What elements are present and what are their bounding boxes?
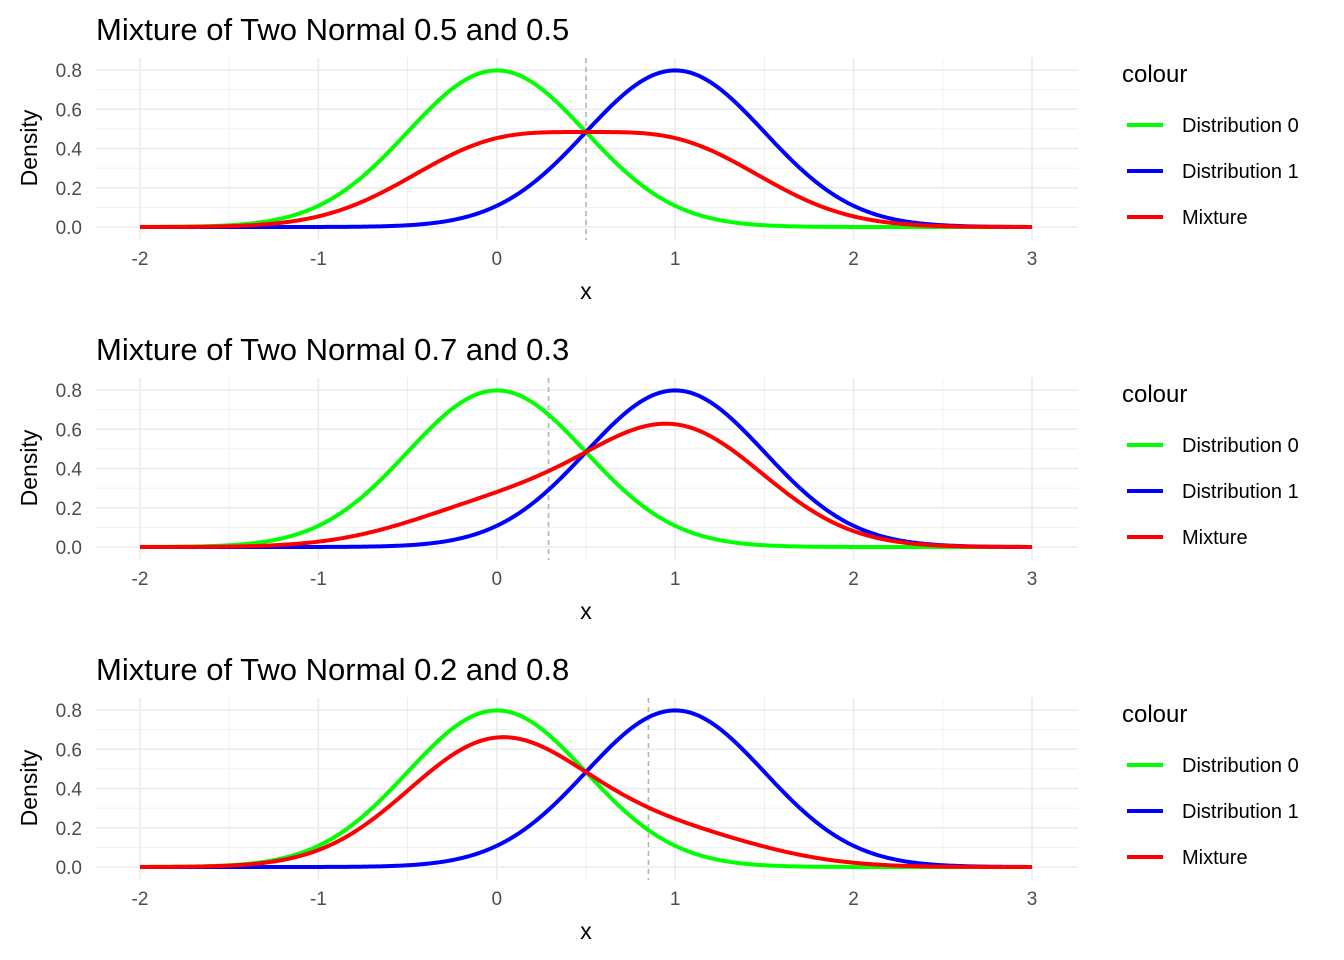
y-tick-label: 0.4 — [56, 140, 83, 161]
y-tick-label: 0.2 — [56, 499, 82, 520]
y-tick-label: 0.8 — [56, 381, 82, 402]
y-tick-label: 0.0 — [56, 538, 82, 559]
x-tick-label: 1 — [670, 889, 681, 910]
legend-label: Mixture — [1182, 847, 1248, 869]
x-tick-label: -2 — [132, 889, 149, 910]
series-mixture-line — [140, 130, 1032, 229]
legend: colour Distribution 0 Distribution 1 Mixtur… — [1122, 61, 1299, 229]
legend: colour Distribution 0 Distribution 1 Mixtur… — [1122, 701, 1299, 869]
y-tick-label: 0.6 — [56, 740, 82, 761]
y-tick-label: 0.4 — [56, 460, 83, 481]
legend-label: Distribution 1 — [1182, 801, 1299, 823]
x-tick-label: 3 — [1027, 249, 1038, 270]
legend-title: colour — [1122, 701, 1187, 728]
x-tick-label: 3 — [1027, 569, 1038, 590]
x-tick-label: -1 — [310, 889, 327, 910]
x-tick-label: 0 — [492, 569, 503, 590]
chart-panel-2: Mixture of Two Normal 0.7 and 0.3 0.0 0.2 0… — [16, 332, 1299, 624]
legend-label: Distribution 0 — [1182, 755, 1299, 777]
series-mixture-line — [139, 735, 1032, 869]
x-tick-label: 2 — [848, 569, 859, 590]
y-tick-label: 0.0 — [56, 218, 82, 239]
y-tick-label: 0.2 — [56, 179, 82, 200]
y-tick-label: 0.6 — [56, 100, 82, 121]
legend-label: Distribution 1 — [1182, 161, 1299, 183]
chart-panel-1: Mixture of Two Normal 0.5 and 0.5 0.0 0.2 0… — [16, 12, 1299, 304]
y-tick-label: 0.2 — [56, 819, 82, 840]
legend-label: Distribution 0 — [1182, 115, 1299, 137]
x-tick-label: 0 — [492, 889, 503, 910]
x-tick-label: -2 — [132, 249, 149, 270]
y-tick-label: 0.8 — [56, 61, 82, 82]
x-axis-title: x — [580, 278, 592, 304]
x-tick-label: 2 — [848, 889, 859, 910]
y-tick-label: 0.0 — [56, 858, 82, 879]
x-tick-label: 2 — [848, 249, 859, 270]
y-tick-label: 0.8 — [56, 701, 82, 722]
x-tick-label: -2 — [132, 569, 149, 590]
y-axis-title: Density — [16, 109, 42, 186]
y-axis-title: Density — [16, 429, 42, 506]
legend-label: Distribution 0 — [1182, 435, 1299, 457]
chart-title: Mixture of Two Normal 0.7 and 0.3 — [96, 332, 569, 367]
legend: colour Distribution 0 Distribution 1 Mixtur… — [1122, 381, 1299, 549]
x-axis-title: x — [580, 918, 592, 944]
chart-panel-3: Mixture of Two Normal 0.2 and 0.8 0.0 0.2 0… — [16, 652, 1299, 944]
legend-label: Distribution 1 — [1182, 481, 1299, 503]
y-axis-title: Density — [16, 749, 42, 826]
y-tick-label: 0.4 — [56, 780, 83, 801]
legend-title: colour — [1122, 381, 1187, 408]
x-tick-label: 1 — [670, 249, 681, 270]
x-tick-label: 0 — [492, 249, 503, 270]
legend-title: colour — [1122, 61, 1187, 88]
x-axis-title: x — [580, 598, 592, 624]
x-tick-label: 3 — [1027, 889, 1038, 910]
chart-title: Mixture of Two Normal 0.5 and 0.5 — [96, 12, 569, 47]
legend-label: Mixture — [1182, 527, 1248, 549]
x-tick-label: -1 — [310, 569, 327, 590]
chart-title: Mixture of Two Normal 0.2 and 0.8 — [96, 652, 569, 687]
series-mixture-line — [140, 421, 1032, 549]
legend-label: Mixture — [1182, 207, 1248, 229]
x-tick-label: -1 — [310, 249, 327, 270]
x-tick-label: 1 — [670, 569, 681, 590]
y-tick-label: 0.6 — [56, 420, 82, 441]
